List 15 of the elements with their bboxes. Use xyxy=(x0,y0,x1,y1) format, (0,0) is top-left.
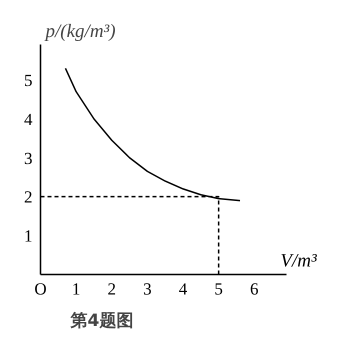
y-axis-title: p/(kg/m³) xyxy=(44,20,116,42)
y-tick-label: 4 xyxy=(24,110,33,129)
x-axis-title: V/m³ xyxy=(280,250,317,272)
x-tick-label: 2 xyxy=(108,280,116,298)
y-tick-label: 3 xyxy=(24,148,32,168)
x-tick-label: 1 xyxy=(72,280,80,298)
x-tick-label: 5 xyxy=(214,280,223,298)
text: 第4题图 xyxy=(70,311,134,331)
x-tick-label: 4 xyxy=(178,280,188,298)
x-tick-label: O xyxy=(34,280,47,298)
y-tick-label: 1 xyxy=(24,226,32,246)
y-tick-label: 2 xyxy=(24,188,32,207)
x-tick-label: 3 xyxy=(143,280,152,298)
y-tick-label: 5 xyxy=(24,70,32,90)
x-tick-label: 6 xyxy=(250,280,259,298)
